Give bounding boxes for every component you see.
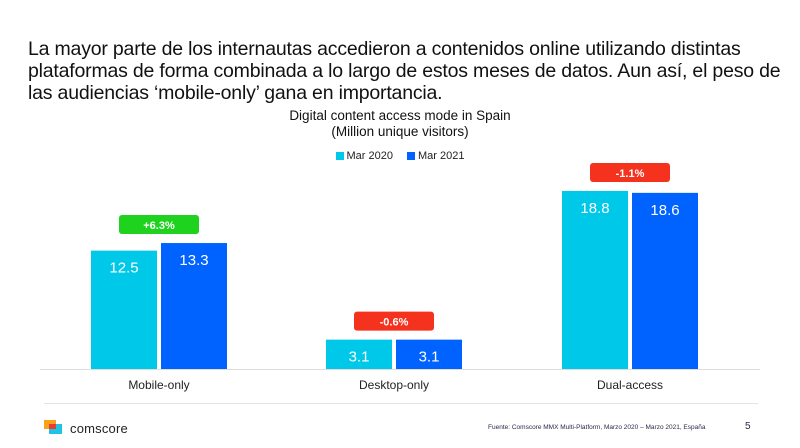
change-badge [590,162,670,182]
category-label: Mobile-only [128,378,189,392]
source-note: Fuente: Comscore MMX Multi-Platform, Mar… [488,424,706,431]
value-label: 18.6 [650,202,679,219]
change-badge-label: -1.1% [616,168,645,180]
bar-desktop-only-mar-2021 [396,339,462,369]
category-label: Dual-access [597,378,663,392]
legend-item-mar-2021: Mar 2021 [407,150,464,162]
value-label: 3.1 [419,349,440,366]
legend-item-mar-2020: Mar 2020 [335,150,393,162]
bar-mobile-only-mar-2021 [161,243,227,369]
chart-subtitle: (Million unique visitors) [331,124,469,139]
change-badge-label: +6.3% [143,220,175,232]
chart-title-block: Digital content access mode in Spain (Mi… [200,108,600,140]
brand-name: comscore [70,420,128,436]
chart-legend: Mar 2020 Mar 2021 [0,150,800,162]
change-badge-label: -0.6% [380,317,409,329]
headline-text: La mayor parte de los internautas accedi… [28,38,781,104]
page-number: 5 [745,421,751,432]
category-label: Desktop-only [359,378,429,392]
value-label: 3.1 [349,349,370,366]
footer-divider [44,403,758,404]
legend-swatch-mar-2020 [335,152,344,160]
legend-label-mar-2020: Mar 2020 [346,150,393,162]
bar-desktop-only-mar-2020 [326,339,392,369]
legend-label-mar-2021: Mar 2021 [418,150,465,162]
change-badge [119,215,199,235]
bar-dual-access-mar-2021 [632,192,698,369]
comscore-logo-icon [44,420,64,436]
value-label: 18.8 [580,200,609,217]
legend-swatch-mar-2021 [407,152,415,160]
comscore-logo: comscore [44,420,128,436]
change-badge [354,311,434,331]
bar-dual-access-mar-2020 [562,190,628,369]
value-label: 13.3 [179,252,208,269]
bar-mobile-only-mar-2020 [91,250,157,369]
value-label: 12.5 [109,260,138,277]
chart-title: Digital content access mode in Spain [289,108,511,123]
